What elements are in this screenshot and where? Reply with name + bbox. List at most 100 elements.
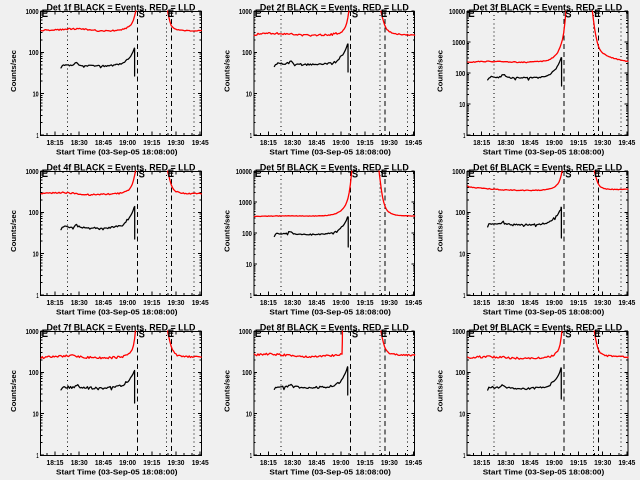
svg-text:18:45: 18:45 <box>522 460 539 467</box>
svg-text:E: E <box>168 168 174 180</box>
svg-text:E: E <box>381 328 387 340</box>
svg-text:100: 100 <box>242 231 252 238</box>
svg-text:Start Time (03-Sep-05 18:08:00: Start Time (03-Sep-05 18:08:00) <box>269 467 391 476</box>
svg-text:19:30: 19:30 <box>168 460 185 467</box>
svg-text:10: 10 <box>246 412 252 419</box>
svg-text:18:15: 18:15 <box>47 140 64 147</box>
svg-text:18:15: 18:15 <box>47 300 64 307</box>
svg-text:19:45: 19:45 <box>405 140 422 147</box>
svg-text:18:15: 18:15 <box>260 300 277 307</box>
svg-text:1000: 1000 <box>26 9 39 16</box>
svg-text:18:45: 18:45 <box>95 140 112 147</box>
svg-text:Start Time (03-Sep-05 18:08:00: Start Time (03-Sep-05 18:08:00) <box>483 467 605 476</box>
svg-text:E: E <box>168 8 174 20</box>
svg-text:100: 100 <box>455 71 465 78</box>
svg-text:10: 10 <box>33 252 39 259</box>
svg-text:19:30: 19:30 <box>168 300 185 307</box>
svg-text:19:15: 19:15 <box>357 300 374 307</box>
svg-text:S: S <box>139 328 145 340</box>
svg-text:Det 1f BLACK = Events, RED = L: Det 1f BLACK = Events, RED = LLD <box>47 2 196 12</box>
svg-text:E: E <box>468 328 474 340</box>
svg-text:100: 100 <box>242 50 252 57</box>
svg-text:19:30: 19:30 <box>594 460 611 467</box>
svg-text:19:45: 19:45 <box>618 460 635 467</box>
svg-text:18:30: 18:30 <box>284 140 301 147</box>
svg-text:Counts/sec: Counts/sec <box>224 210 231 252</box>
svg-text:Det 3f BLACK = Events, RED = L: Det 3f BLACK = Events, RED = LLD <box>473 2 622 12</box>
svg-text:18:30: 18:30 <box>497 460 514 467</box>
svg-text:E: E <box>255 168 261 180</box>
svg-text:S: S <box>139 8 145 20</box>
svg-text:100: 100 <box>455 370 465 377</box>
svg-text:10: 10 <box>33 412 39 419</box>
svg-text:19:30: 19:30 <box>381 460 398 467</box>
svg-text:S: S <box>565 328 571 340</box>
svg-text:Det 9f BLACK = Events, RED = L: Det 9f BLACK = Events, RED = LLD <box>473 322 622 332</box>
svg-text:18:45: 18:45 <box>308 460 325 467</box>
svg-text:1000: 1000 <box>26 329 39 336</box>
svg-text:S: S <box>139 168 145 180</box>
svg-text:19:30: 19:30 <box>594 300 611 307</box>
svg-text:18:45: 18:45 <box>95 300 112 307</box>
svg-text:19:00: 19:00 <box>119 140 136 147</box>
svg-text:19:00: 19:00 <box>119 460 136 467</box>
svg-text:18:30: 18:30 <box>284 460 301 467</box>
svg-text:18:15: 18:15 <box>47 460 64 467</box>
svg-text:19:45: 19:45 <box>192 140 209 147</box>
svg-text:E: E <box>255 8 261 20</box>
svg-text:18:45: 18:45 <box>95 460 112 467</box>
svg-text:Counts/sec: Counts/sec <box>224 50 231 92</box>
svg-text:19:45: 19:45 <box>192 300 209 307</box>
svg-text:18:45: 18:45 <box>308 300 325 307</box>
svg-text:18:45: 18:45 <box>308 140 325 147</box>
svg-text:Det 5f BLACK = Events, RED = L: Det 5f BLACK = Events, RED = LLD <box>260 162 409 172</box>
svg-text:Det 7f BLACK = Events, RED = L: Det 7f BLACK = Events, RED = LLD <box>47 322 196 332</box>
svg-text:1: 1 <box>463 453 465 460</box>
svg-text:1: 1 <box>250 133 252 140</box>
svg-text:19:00: 19:00 <box>546 300 563 307</box>
svg-text:19:30: 19:30 <box>381 300 398 307</box>
svg-text:E: E <box>468 168 474 180</box>
svg-text:1: 1 <box>463 133 465 140</box>
svg-text:1: 1 <box>36 293 38 300</box>
svg-text:19:45: 19:45 <box>618 140 635 147</box>
svg-text:10: 10 <box>246 262 252 269</box>
svg-text:19:00: 19:00 <box>119 300 136 307</box>
svg-text:19:45: 19:45 <box>405 460 422 467</box>
svg-text:Counts/sec: Counts/sec <box>11 370 18 412</box>
svg-text:1000: 1000 <box>26 169 39 176</box>
svg-text:10: 10 <box>459 102 465 109</box>
svg-text:S: S <box>565 8 571 20</box>
svg-text:19:15: 19:15 <box>357 140 374 147</box>
svg-text:19:00: 19:00 <box>546 140 563 147</box>
svg-text:18:15: 18:15 <box>260 460 277 467</box>
svg-text:18:15: 18:15 <box>473 460 490 467</box>
svg-text:1: 1 <box>250 293 252 300</box>
svg-text:100: 100 <box>29 210 39 217</box>
svg-text:Start Time (03-Sep-05 18:08:00: Start Time (03-Sep-05 18:08:00) <box>269 307 391 316</box>
svg-text:S: S <box>352 168 358 180</box>
svg-text:E: E <box>381 168 387 180</box>
svg-text:E: E <box>468 8 474 20</box>
svg-text:1000: 1000 <box>239 200 252 207</box>
svg-text:E: E <box>42 328 48 340</box>
svg-text:18:15: 18:15 <box>260 140 277 147</box>
svg-text:19:00: 19:00 <box>332 300 349 307</box>
svg-text:19:45: 19:45 <box>618 300 635 307</box>
svg-text:19:15: 19:15 <box>143 140 160 147</box>
svg-text:18:30: 18:30 <box>497 300 514 307</box>
svg-text:10000: 10000 <box>236 169 252 176</box>
svg-text:Det 6f BLACK = Events, RED = L: Det 6f BLACK = Events, RED = LLD <box>473 162 622 172</box>
svg-text:Counts/sec: Counts/sec <box>224 370 231 412</box>
svg-text:1000: 1000 <box>452 40 465 47</box>
svg-text:19:15: 19:15 <box>357 460 374 467</box>
svg-text:1000: 1000 <box>239 329 252 336</box>
svg-text:Counts/sec: Counts/sec <box>438 370 445 412</box>
svg-text:Counts/sec: Counts/sec <box>438 50 445 92</box>
svg-text:18:15: 18:15 <box>473 300 490 307</box>
svg-text:Det 2f BLACK = Events, RED = L: Det 2f BLACK = Events, RED = LLD <box>260 2 409 12</box>
svg-text:19:30: 19:30 <box>168 140 185 147</box>
svg-text:1: 1 <box>36 133 38 140</box>
svg-text:100: 100 <box>455 210 465 217</box>
svg-text:S: S <box>352 328 358 340</box>
